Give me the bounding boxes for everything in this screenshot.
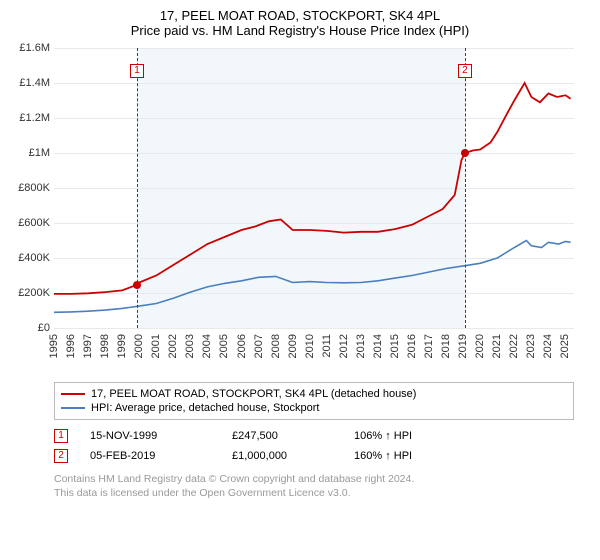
sales-date: 15-NOV-1999 — [90, 430, 210, 442]
sale-dot — [133, 281, 141, 289]
footnote-line1: Contains HM Land Registry data © Crown c… — [54, 472, 590, 486]
y-tick-label: £800K — [10, 182, 50, 194]
series-line-hpi — [54, 241, 571, 313]
x-tick-label: 2003 — [184, 334, 196, 358]
legend-label-property: 17, PEEL MOAT ROAD, STOCKPORT, SK4 4PL (… — [91, 388, 416, 400]
title-block: 17, PEEL MOAT ROAD, STOCKPORT, SK4 4PL P… — [10, 8, 590, 38]
sales-idx-box: 2 — [54, 449, 68, 463]
chart-container: 17, PEEL MOAT ROAD, STOCKPORT, SK4 4PL P… — [0, 0, 600, 506]
gridline — [54, 328, 574, 329]
y-tick-label: £400K — [10, 252, 50, 264]
x-tick-label: 2016 — [406, 334, 418, 358]
x-tick-label: 2002 — [167, 334, 179, 358]
legend-swatch-hpi — [61, 407, 85, 409]
x-tick-label: 1997 — [82, 334, 94, 358]
sale-marker-callout: 1 — [130, 64, 144, 78]
x-tick-label: 1999 — [116, 334, 128, 358]
x-tick-label: 1998 — [99, 334, 111, 358]
x-tick-label: 2017 — [423, 334, 435, 358]
title-subtitle: Price paid vs. HM Land Registry's House … — [10, 23, 590, 38]
legend-row-property: 17, PEEL MOAT ROAD, STOCKPORT, SK4 4PL (… — [61, 387, 567, 401]
x-tick-label: 2012 — [338, 334, 350, 358]
legend-swatch-property — [61, 393, 85, 395]
x-tick-label: 2021 — [491, 334, 503, 358]
sales-pct: 106% ↑ HPI — [354, 430, 454, 442]
x-tick-label: 2024 — [542, 334, 554, 358]
x-tick-label: 2008 — [270, 334, 282, 358]
x-tick-label: 2010 — [304, 334, 316, 358]
y-tick-label: £600K — [10, 217, 50, 229]
line-series-svg — [54, 48, 574, 328]
series-line-property — [54, 83, 571, 294]
y-tick-label: £200K — [10, 287, 50, 299]
sales-pct: 160% ↑ HPI — [354, 450, 454, 462]
plot-region: 12 — [54, 48, 574, 328]
chart-area: 12 £0£200K£400K£600K£800K£1M£1.2M£1.4M£1… — [10, 44, 590, 374]
sale-line — [465, 48, 466, 328]
sales-row: 1 15-NOV-1999 £247,500 106% ↑ HPI — [54, 426, 574, 446]
legend-row-hpi: HPI: Average price, detached house, Stoc… — [61, 401, 567, 415]
sales-idx-box: 1 — [54, 429, 68, 443]
x-tick-label: 2015 — [389, 334, 401, 358]
legend: 17, PEEL MOAT ROAD, STOCKPORT, SK4 4PL (… — [54, 382, 574, 420]
y-tick-label: £1.4M — [10, 77, 50, 89]
legend-label-hpi: HPI: Average price, detached house, Stoc… — [91, 402, 320, 414]
x-tick-label: 2025 — [559, 334, 571, 358]
x-tick-label: 2020 — [474, 334, 486, 358]
footnote-line2: This data is licensed under the Open Gov… — [54, 486, 590, 500]
y-tick-label: £0 — [10, 322, 50, 334]
x-tick-label: 2019 — [457, 334, 469, 358]
sales-row: 2 05-FEB-2019 £1,000,000 160% ↑ HPI — [54, 446, 574, 466]
sale-marker-callout: 2 — [458, 64, 472, 78]
y-tick-label: £1.6M — [10, 42, 50, 54]
x-tick-label: 2014 — [372, 334, 384, 358]
x-tick-label: 1995 — [48, 334, 60, 358]
x-tick-label: 2007 — [253, 334, 265, 358]
x-tick-label: 2013 — [355, 334, 367, 358]
x-tick-label: 2018 — [440, 334, 452, 358]
y-tick-label: £1.2M — [10, 112, 50, 124]
x-tick-label: 2011 — [321, 334, 333, 358]
y-tick-label: £1M — [10, 147, 50, 159]
x-tick-label: 2023 — [525, 334, 537, 358]
x-tick-label: 2022 — [508, 334, 520, 358]
x-tick-label: 2009 — [287, 334, 299, 358]
sales-date: 05-FEB-2019 — [90, 450, 210, 462]
sales-table: 1 15-NOV-1999 £247,500 106% ↑ HPI 2 05-FEB-20… — [54, 426, 574, 466]
sale-dot — [461, 149, 469, 157]
x-tick-label: 2001 — [150, 334, 162, 358]
footnote: Contains HM Land Registry data © Crown c… — [54, 472, 590, 500]
title-address: 17, PEEL MOAT ROAD, STOCKPORT, SK4 4PL — [10, 8, 590, 23]
x-tick-label: 2000 — [133, 334, 145, 358]
x-tick-label: 2006 — [236, 334, 248, 358]
sales-price: £247,500 — [232, 430, 332, 442]
x-tick-label: 1996 — [65, 334, 77, 358]
x-tick-label: 2005 — [218, 334, 230, 358]
sales-price: £1,000,000 — [232, 450, 332, 462]
x-tick-label: 2004 — [201, 334, 213, 358]
